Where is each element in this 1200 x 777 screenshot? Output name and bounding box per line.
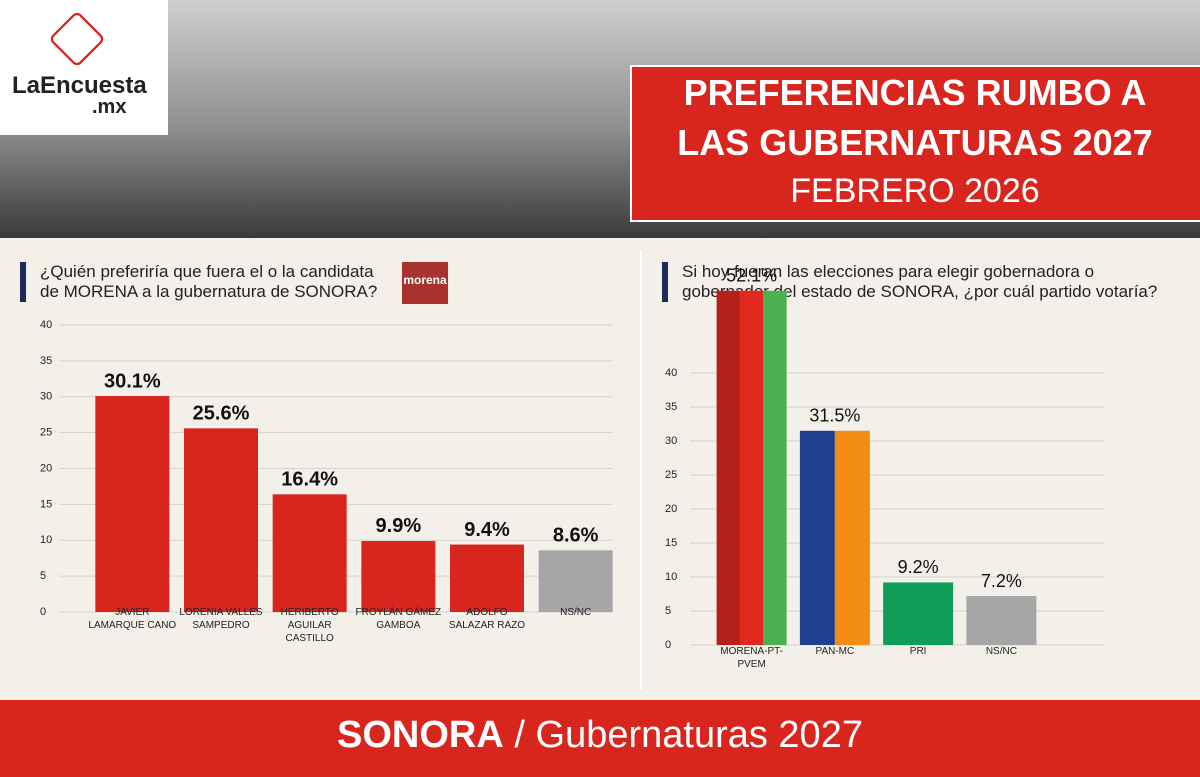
y-tick-label: 40 <box>665 367 677 379</box>
y-tick-label: 40 <box>40 319 52 331</box>
question: Si hoy fueran las elecciones para elegir… <box>662 262 1182 302</box>
brand-suffix: .mx <box>92 96 127 118</box>
bar-stripe <box>184 428 258 612</box>
y-tick-label: 0 <box>40 606 46 618</box>
y-tick-label: 10 <box>665 571 677 583</box>
y-tick-label: 15 <box>665 537 677 549</box>
footer <box>0 700 1200 777</box>
value-label: 30.1% <box>104 370 161 392</box>
title-box <box>630 65 1200 222</box>
y-tick-label: 5 <box>40 570 46 582</box>
y-tick-label: 20 <box>40 462 52 474</box>
x-tick-label: ADOLFO SALAZAR RAZO <box>448 607 526 631</box>
x-tick-label: FROYLÁN GÁMEZ GAMBOA <box>355 607 442 631</box>
value-label: 25.6% <box>193 403 250 425</box>
y-tick-label: 30 <box>665 435 677 447</box>
bar-stripe <box>834 430 870 645</box>
value-label: 7.2% <box>981 571 1022 591</box>
title-line: LAS GUBERNATURAS 2027 <box>677 122 1153 163</box>
y-tick-label: 10 <box>40 534 52 546</box>
bar-stripe <box>95 396 170 612</box>
value-label: 9.4% <box>464 519 510 541</box>
y-tick-label: 25 <box>665 469 677 481</box>
y-tick-label: 5 <box>665 605 671 617</box>
x-tick-label: JAVIER LAMARQUE CANO <box>88 607 177 631</box>
subtitle: FEBRERO 2026 <box>790 172 1040 210</box>
x-tick-label: PRI <box>909 646 927 657</box>
value-label: 31.5% <box>809 406 860 426</box>
bar-stripe <box>272 494 347 612</box>
value-label: 9.2% <box>898 557 939 577</box>
value-label: 16.4% <box>281 469 338 491</box>
y-tick-label: 30 <box>40 391 52 403</box>
y-tick-label: 35 <box>665 401 677 413</box>
bar-stripe <box>538 550 613 612</box>
bar-stripe <box>883 582 954 645</box>
brand: LaEncuesta <box>12 72 147 99</box>
x-tick-label: NS/NC <box>985 646 1017 657</box>
value-label: 9.9% <box>376 515 422 537</box>
y-tick-label: 15 <box>40 498 52 510</box>
logo: morena <box>402 262 448 304</box>
bar-stripe <box>799 430 835 645</box>
y-tick-label: 25 <box>40 427 52 439</box>
bar-stripe <box>361 540 436 612</box>
bar-stripe <box>450 544 524 612</box>
divider <box>640 250 642 690</box>
y-tick-label: 35 <box>40 355 52 367</box>
bar-stripe <box>716 290 740 645</box>
value-label: 52.1% <box>726 265 777 285</box>
title-line: PREFERENCIAS RUMBO A <box>683 72 1147 113</box>
footer-text: SONORA / Gubernaturas 2027 <box>0 714 1200 757</box>
x-tick-label: HERIBERTO AGUILAR CASTILLO <box>280 607 339 644</box>
y-tick-label: 0 <box>665 639 671 651</box>
x-tick-label: LORENIA VALLES SAMPEDRO <box>179 607 263 631</box>
x-tick-label: PAN-MC <box>815 646 855 657</box>
bar-stripe <box>739 290 764 645</box>
footer-bold: SONORA <box>337 714 504 756</box>
x-tick-label: MORENA-PT-PVEM <box>720 646 784 670</box>
bar-stripe <box>966 596 1037 645</box>
footer-rest: / Gubernaturas 2027 <box>514 714 863 756</box>
value-label: 8.6% <box>553 525 599 547</box>
bar-stripe <box>763 290 787 645</box>
y-tick-label: 20 <box>665 503 677 515</box>
x-tick-label: NS/NC <box>560 607 592 618</box>
question: ¿Quién preferiría que fuera el o la cand… <box>20 262 380 302</box>
